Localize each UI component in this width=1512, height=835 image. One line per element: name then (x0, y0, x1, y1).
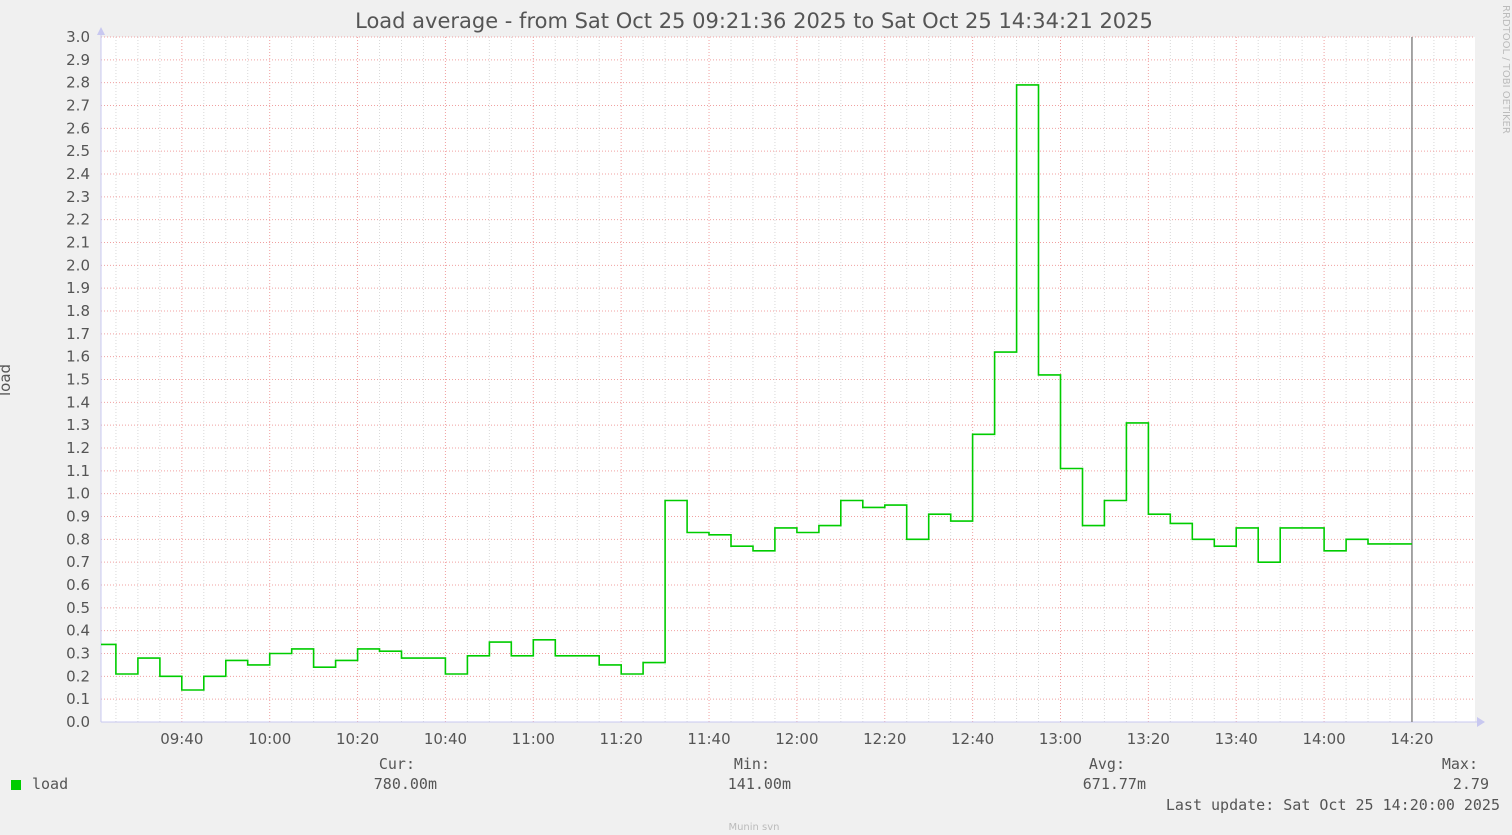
y-tick-label: 1.3 (66, 416, 90, 434)
x-tick-label: 11:00 (512, 730, 555, 748)
legend-cur-label: Cur: (379, 755, 415, 773)
y-tick-label: 1.5 (66, 371, 90, 389)
footer-munin: Munin svn (728, 822, 779, 833)
y-tick-label: 1.6 (66, 348, 90, 366)
x-tick-label: 10:00 (248, 730, 291, 748)
series-group (101, 84, 1412, 691)
legend-min-label: Min: (734, 755, 770, 773)
y-tick-label: 1.0 (66, 485, 90, 503)
y-tick-label: 0.2 (66, 667, 90, 685)
y-tick-label: 2.1 (66, 234, 90, 252)
y-tick-label: 1.4 (66, 393, 90, 411)
y-tick-label: 1.2 (66, 439, 90, 457)
y-tick-label: 1.8 (66, 302, 90, 320)
y-axis-arrow (97, 27, 105, 35)
y-tick-label: 0.6 (66, 576, 90, 594)
grid (97, 27, 1485, 727)
y-tick-label: 2.0 (66, 256, 90, 274)
y-tick-label: 1.9 (66, 279, 90, 297)
x-tick-label: 13:00 (1039, 730, 1082, 748)
y-tick-label: 0.5 (66, 599, 90, 617)
x-tick-label: 11:40 (687, 730, 730, 748)
y-tick-label: 2.6 (66, 119, 90, 137)
legend-avg-label: Avg: (1089, 755, 1125, 773)
legend-avg-value: 671.77m (1083, 775, 1146, 793)
y-tick-label: 3.0 (66, 28, 90, 46)
y-tick-label: 0.0 (66, 713, 90, 731)
y-axis-label: load (0, 364, 14, 396)
x-tick-label: 10:40 (424, 730, 467, 748)
y-tick-label: 2.2 (66, 211, 90, 229)
x-axis-ticks: 09:40 10:00 10:20 10:40 11:00 11:20 11:40 12:00… (160, 730, 1433, 748)
x-tick-label: 10:20 (336, 730, 379, 748)
legend-cur-value: 780.00m (374, 775, 437, 793)
y-tick-label: 0.4 (66, 622, 90, 640)
y-axis-ticks: 0.0 0.1 0.2 0.3 0.4 0.5 0.6 0.7 0.8 0.9 1.0 1.1 1.2 1… (66, 28, 90, 731)
y-tick-label: 0.3 (66, 645, 90, 663)
y-tick-label: 2.4 (66, 165, 90, 183)
chart-title: Load average - from Sat Oct 25 09:21:36 … (355, 9, 1153, 33)
y-tick-label: 0.8 (66, 530, 90, 548)
x-axis-arrow (1477, 717, 1485, 727)
y-tick-label: 0.1 (66, 690, 90, 708)
x-tick-label: 13:40 (1215, 730, 1258, 748)
x-tick-label: 12:20 (863, 730, 906, 748)
x-tick-label: 12:00 (775, 730, 818, 748)
y-tick-label: 2.8 (66, 74, 90, 92)
y-tick-label: 2.3 (66, 188, 90, 206)
legend-max-label: Max: (1442, 755, 1478, 773)
x-tick-label: 14:20 (1390, 730, 1433, 748)
x-tick-label: 11:20 (600, 730, 643, 748)
rrdtool-watermark: RRDTOOL / TOBI OETIKER (1500, 5, 1511, 134)
legend-max-value: 2.79 (1453, 775, 1489, 793)
y-tick-label: 1.7 (66, 325, 90, 343)
legend-min-value: 141.00m (728, 775, 791, 793)
legend-swatch-load (11, 780, 21, 790)
y-tick-label: 2.7 (66, 97, 90, 115)
x-tick-label: 09:40 (160, 730, 203, 748)
x-tick-label: 12:40 (951, 730, 994, 748)
y-tick-label: 0.7 (66, 553, 90, 571)
y-tick-label: 0.9 (66, 508, 90, 526)
y-tick-label: 2.5 (66, 142, 90, 160)
legend-label-load: load (32, 775, 68, 793)
last-update: Last update: Sat Oct 25 14:20:00 2025 (1166, 796, 1500, 814)
series-line-load (101, 84, 1412, 691)
x-tick-label: 14:00 (1302, 730, 1345, 748)
x-tick-label: 13:20 (1127, 730, 1170, 748)
y-tick-label: 1.1 (66, 462, 90, 480)
y-tick-label: 2.9 (66, 51, 90, 69)
